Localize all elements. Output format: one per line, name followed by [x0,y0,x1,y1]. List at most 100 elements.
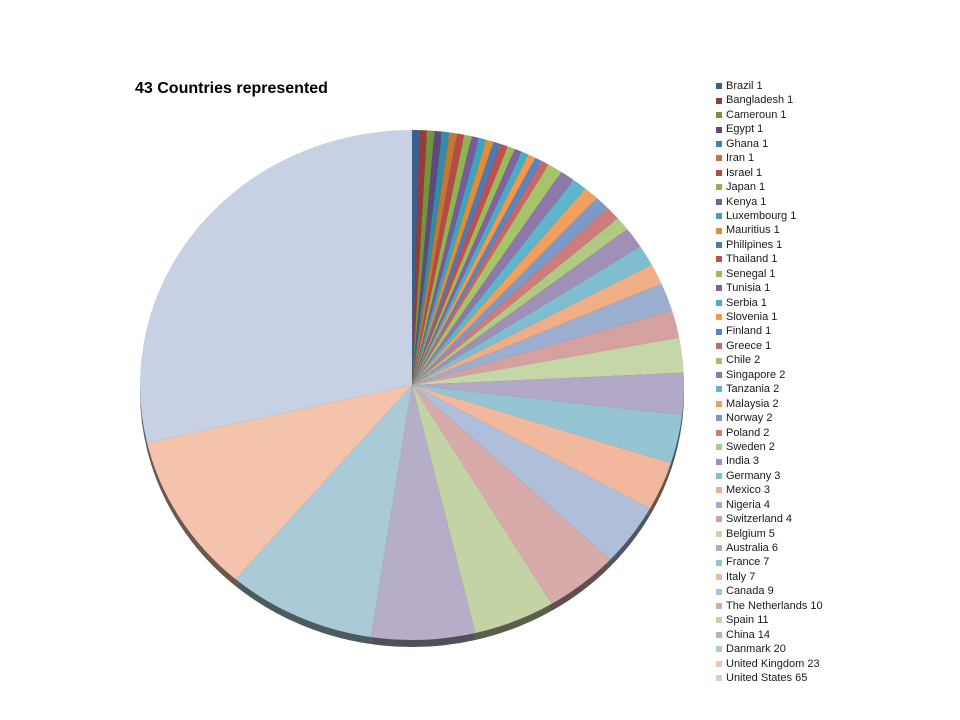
legend-label: Malaysia 2 [726,397,779,410]
legend-swatch [716,97,722,104]
legend-swatch [716,617,722,624]
legend-swatch [716,545,722,552]
legend-swatch [716,155,722,162]
legend-label: Nigeria 4 [726,498,771,511]
legend-swatch [716,242,722,249]
pie-slice-canada [412,385,651,560]
legend-label: Greece 1 [726,339,772,352]
legend-swatch [716,357,722,364]
legend-label: Mexico 3 [726,484,771,497]
legend-item-france: France 7 [716,555,823,569]
legend-item-greece: Greece 1 [716,339,823,353]
legend-label: Japan 1 [726,181,766,194]
pie-slice-senegal [412,146,515,385]
legend-swatch [716,270,722,277]
legend-item-egypt: Egypt 1 [716,122,823,136]
legend-item-norway: Norway 2 [716,411,823,425]
pie-slice-united-states [139,130,412,443]
legend-label: Egypt 1 [726,123,764,136]
pie-slice-switzerland [412,310,680,385]
pie-slice-india [412,229,641,385]
legend-label: Iran 1 [726,152,755,165]
pie-slice-france [412,385,683,464]
legend-item-danmark: Danmark 20 [716,642,823,656]
legend-label: Finland 1 [726,325,772,338]
pie-slice-cameroun [412,130,435,385]
pie-slice-tunisia [412,148,522,385]
legend-swatch [716,386,722,393]
legend-label: Serbia 1 [726,296,767,309]
legend-item-tunisia: Tunisia 1 [716,281,823,295]
legend-swatch [716,501,722,508]
legend-label: Brazil 1 [726,80,763,92]
legend-label: Luxembourg 1 [726,209,797,222]
legend-label: Chile 2 [726,354,761,367]
legend-label: India 3 [726,455,760,468]
legend-label: Kenya 1 [726,195,767,208]
legend-swatch [716,328,722,335]
pie-slice-belgium [412,337,684,385]
legend-label: Singapore 2 [726,368,786,381]
legend-swatch [716,444,722,451]
pie-slice-norway [412,197,608,385]
legend-swatch [716,371,722,378]
pie-slice-kenya [412,136,480,385]
pie-slice-spain [412,385,552,633]
legend-swatch [716,112,722,119]
pie-slice-australia [412,372,684,415]
legend-label: Tunisia 1 [726,282,771,295]
pie-slice-malaysia [412,188,597,385]
legend-item-finland: Finland 1 [716,324,823,338]
legend-swatch [716,169,722,176]
legend-label: Israel 1 [726,166,763,179]
legend-label: Bangladesh 1 [726,94,794,107]
legend-swatch [716,343,722,350]
legend-item-cameroun: Cameroun 1 [716,108,823,122]
legend-item-tanzania: Tanzania 2 [716,382,823,396]
legend-swatch [716,198,722,205]
legend-item-japan: Japan 1 [716,180,823,194]
pie-slice-iran [412,132,457,385]
legend-label: Danmark 20 [726,643,786,656]
legend-swatch [716,675,722,682]
legend-item-nigeria: Nigeria 4 [716,498,823,512]
legend-swatch [716,256,722,263]
legend-label: Thailand 1 [726,253,778,266]
legend-swatch [716,314,722,321]
pie-slice-chile [412,164,562,385]
legend-label: Slovenia 1 [726,311,778,323]
legend-swatch [716,574,722,581]
legend-swatch [716,299,722,306]
legend-item-mauritius: Mauritius 1 [716,223,823,237]
legend-item-switzerland: Switzerland 4 [716,512,823,526]
pie-slices [139,130,684,640]
legend-label: Spain 11 [726,614,769,627]
legend-item-united-states: United States 65 [716,671,823,685]
legend-label: Poland 2 [726,426,770,439]
pie-slice-ghana [412,131,450,385]
pie-slice-mexico [412,264,662,385]
pie-slice-egypt [412,130,443,385]
legend-label: Switzerland 4 [726,513,793,526]
legend-label: Philipines 1 [726,238,783,251]
pie-slice-serbia [412,151,529,385]
pie-slice-singapore [412,171,574,385]
legend-item-brazil: Brazil 1 [716,79,823,93]
legend-item-philipines: Philipines 1 [716,238,823,252]
pie-slice-luxembourg [412,137,487,385]
legend-item-germany: Germany 3 [716,469,823,483]
legend-swatch [716,285,722,292]
pie-slice-united-kingdom [147,385,412,580]
pie-slice-bangladesh [412,130,428,385]
legend-label: Norway 2 [726,412,773,425]
legend-swatch [716,400,722,407]
pie-slice-slovenia [412,154,536,385]
pie-slice-tanzania [412,179,586,385]
legend-label: Belgium 5 [726,527,775,540]
legend-swatch [716,660,722,667]
legend-item-ghana: Ghana 1 [716,137,823,151]
legend-swatch [716,473,722,480]
legend-item-iran: Iran 1 [716,151,823,165]
legend-item-australia: Australia 6 [716,541,823,555]
